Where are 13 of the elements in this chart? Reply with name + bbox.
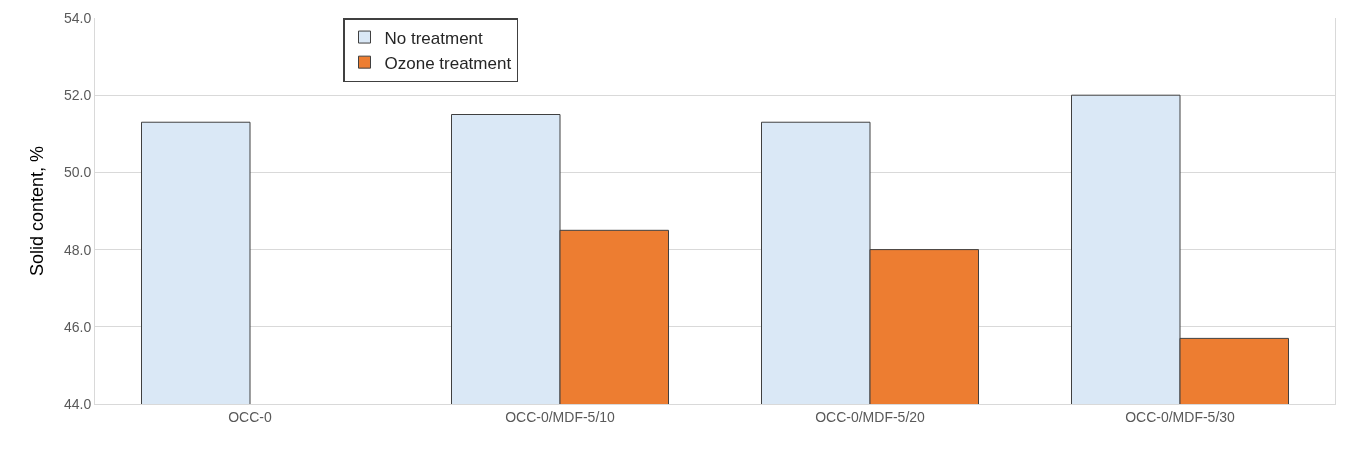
y-tick-label: 48.0 xyxy=(63,241,92,258)
y-tick-label: 52.0 xyxy=(63,87,92,104)
x-tick-label: OCC-0 xyxy=(228,408,272,425)
y-axis-title: Solid content, % xyxy=(27,145,48,277)
x-tick-label: OCC-0/MDF-5/30 xyxy=(1125,408,1236,425)
legend-label: No treatment xyxy=(384,28,484,48)
y-tick-label: 44.0 xyxy=(63,395,92,412)
y-tick-label: 54.0 xyxy=(63,9,92,26)
x-tick-label: OCC-0/MDF-5/20 xyxy=(815,408,926,425)
x-tick-label: OCC-0/MDF-5/10 xyxy=(505,408,616,425)
legend-label: Ozone treatment xyxy=(384,53,512,73)
y-tick-label: 50.0 xyxy=(63,164,92,181)
y-tick-label: 46.0 xyxy=(63,318,92,335)
